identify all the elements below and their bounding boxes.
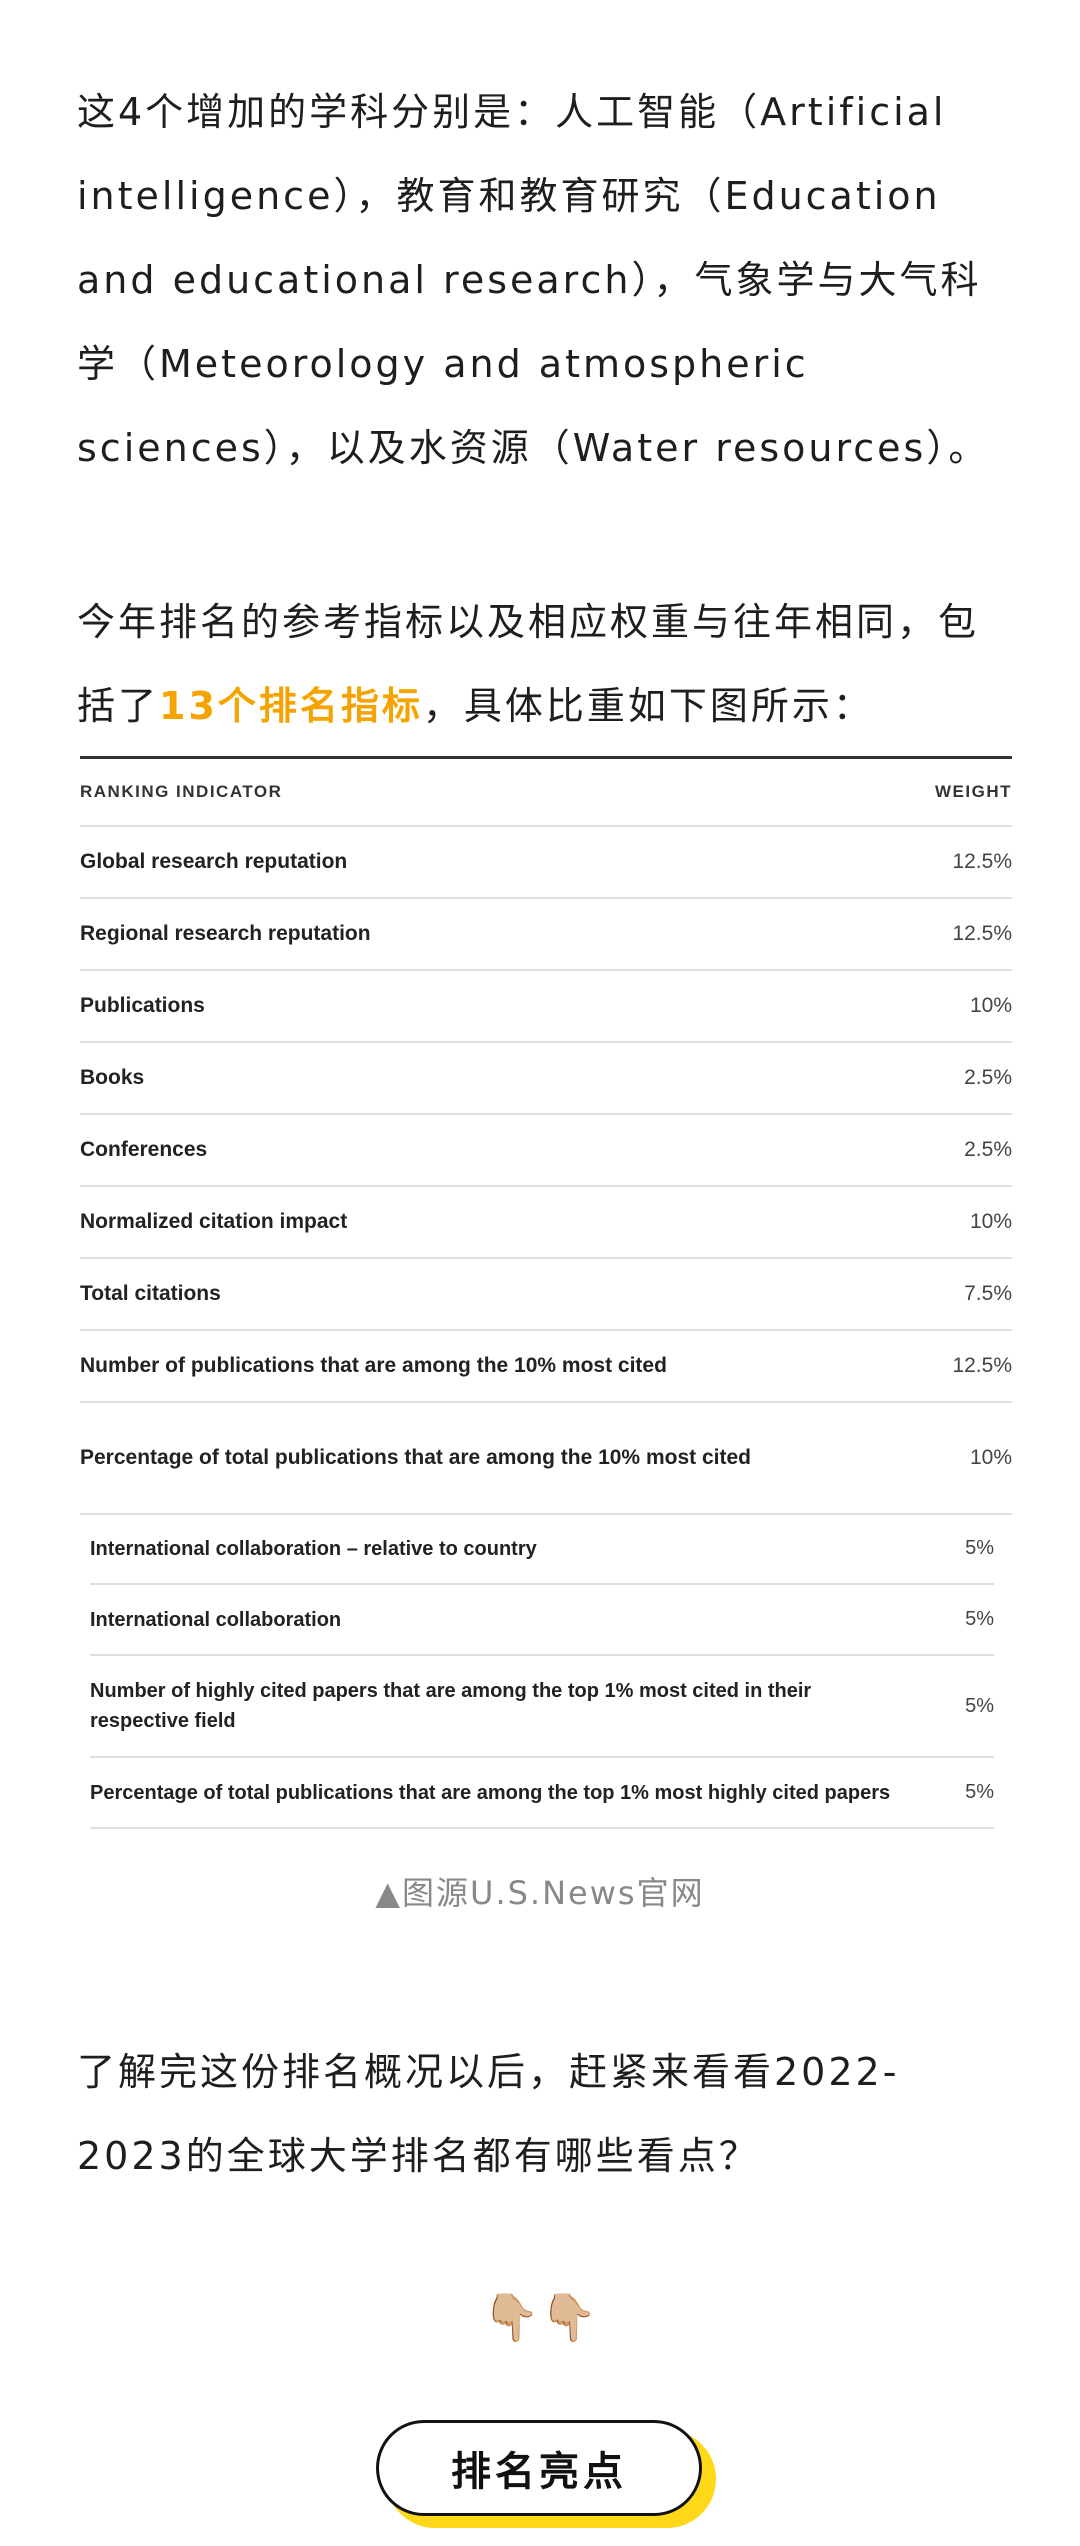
table-row: Number of publications that are among th… (80, 1331, 1012, 1403)
table-row: Regional research reputation 12.5% (80, 899, 1012, 971)
indicator-label: International collaboration – relative t… (90, 1537, 537, 1560)
header-weight: WEIGHT (935, 782, 1012, 801)
table-row: Total citations 7.5% (80, 1259, 1012, 1331)
table-row: Number of highly cited papers that are a… (90, 1656, 994, 1758)
intro-paragraph-2: 今年排名的参考指标以及相应权重与往年相同，包括了13个排名指标，具体比重如下图所… (77, 580, 1007, 748)
ranking-indicator-table: RANKING INDICATOR WEIGHT Global research… (80, 756, 1012, 1515)
indicator-label: Regional research reputation (80, 922, 371, 945)
indicator-weight: 2.5% (964, 1138, 1012, 1161)
indicator-label: Global research reputation (80, 850, 348, 873)
pointing-down-icon: 👇🏼👇🏼 (482, 2290, 598, 2344)
table-row: Global research reputation 12.5% (80, 827, 1012, 899)
header-indicator: RANKING INDICATOR (80, 782, 283, 801)
table-row: Conferences 2.5% (80, 1115, 1012, 1187)
indicator-label: Number of publications that are among th… (80, 1354, 667, 1377)
indicator-weight: 12.5% (952, 922, 1012, 945)
table-row: Publications 10% (80, 971, 1012, 1043)
indicator-label: Number of highly cited papers that are a… (90, 1680, 812, 1732)
table-row: Percentage of total publications that ar… (90, 1758, 994, 1829)
highlight-indicator-count: 13个排名指标 (159, 684, 423, 728)
indicator-weight: 10% (969, 1446, 1012, 1469)
table-row: International collaboration 5% (90, 1585, 994, 1656)
table-row: Percentage of total publications that ar… (80, 1403, 1012, 1515)
indicator-weight: 2.5% (964, 1066, 1012, 1089)
ranking-indicator-table-continued: International collaboration – relative t… (90, 1514, 994, 1829)
indicator-label: International collaboration (90, 1608, 342, 1631)
indicator-label: Books (80, 1066, 145, 1089)
ranking-highlights-button[interactable]: 排名亮点 (376, 2420, 702, 2516)
indicator-weight: 10% (969, 1210, 1012, 1233)
table-row: Normalized citation impact 10% (80, 1187, 1012, 1259)
p2-text-before: 今年排名的参考指标以及相应权重与往年相同，包括了 (77, 600, 980, 728)
indicator-weight: 7.5% (964, 1282, 1012, 1305)
outro-paragraph: 了解完这份排名概况以后，赶紧来看看2022-2023的全球大学排名都有哪些看点？ (77, 2050, 900, 2178)
indicator-label: Percentage of total publications that ar… (80, 1446, 751, 1469)
indicator-label: Publications (80, 994, 205, 1017)
p2-text-after: ，具体比重如下图所示： (422, 684, 874, 728)
indicator-weight: 5% (965, 1537, 994, 1559)
table-row: International collaboration – relative t… (90, 1514, 994, 1585)
indicator-weight: 5% (965, 1781, 994, 1803)
indicator-weight: 5% (965, 1694, 994, 1717)
intro-paragraph-1: 这4个增加的学科分别是：人工智能（Artificial intelligence… (77, 90, 990, 470)
indicator-weight: 10% (969, 994, 1012, 1017)
indicator-label: Conferences (80, 1138, 208, 1161)
indicator-label: Percentage of total publications that ar… (90, 1781, 891, 1804)
table-header: RANKING INDICATOR WEIGHT (80, 759, 1012, 827)
indicator-weight: 12.5% (952, 850, 1012, 873)
indicator-weight: 12.5% (952, 1354, 1012, 1377)
indicator-label: Total citations (80, 1282, 221, 1305)
indicator-weight: 5% (965, 1608, 994, 1630)
image-caption: ▲图源U.S.News官网 (375, 1874, 705, 1912)
indicator-label: Normalized citation impact (80, 1210, 348, 1233)
table-row: Books 2.5% (80, 1043, 1012, 1115)
ranking-highlights-button-wrap[interactable]: 排名亮点 (376, 2420, 716, 2530)
